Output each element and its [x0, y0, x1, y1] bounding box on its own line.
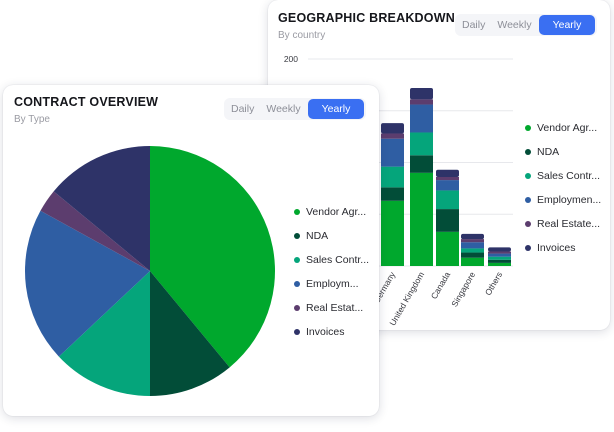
- bar-segment-others-real-estate: [488, 251, 511, 254]
- geo-legend-label: NDA: [537, 146, 560, 158]
- contract-legend-swatch: [294, 209, 300, 215]
- bar-segment-others-nda: [488, 259, 511, 263]
- bar-segment-germany-sales-contr: [381, 166, 404, 188]
- geo-card-subtitle: By country: [278, 30, 326, 41]
- contract-legend-label: Real Estat...: [306, 302, 364, 314]
- contract-legend-item-nda[interactable]: NDA: [294, 224, 369, 248]
- bar-segment-others-sales-contr: [488, 256, 511, 260]
- x-tick-label-others: Others: [483, 270, 504, 297]
- geo-legend-label: Invoices: [537, 242, 576, 254]
- pie-slice-vendor-agr: [150, 146, 275, 368]
- bar-segment-canada-nda: [436, 209, 459, 232]
- contract-legend-label: Invoices: [306, 326, 345, 338]
- contract-legend-item-vendor-agr[interactable]: Vendor Agr...: [294, 200, 369, 224]
- geo-legend-swatch: [525, 149, 531, 155]
- contract-legend-item-employm[interactable]: Employm...: [294, 272, 369, 296]
- geo-legend-item-vendor-agr[interactable]: Vendor Agr...: [525, 116, 601, 140]
- geo-legend-item-invoices[interactable]: Invoices: [525, 236, 601, 260]
- geo-legend-swatch: [525, 197, 531, 203]
- contract-tab-daily[interactable]: Daily: [231, 103, 255, 115]
- bar-segment-others-invoices: [488, 247, 511, 252]
- bar-segment-singapore-employmen: [461, 242, 484, 249]
- bar-segment-singapore-vendor-agr: [461, 257, 484, 266]
- pie-slice-employm: [24, 210, 151, 357]
- geo-legend-item-nda[interactable]: NDA: [525, 140, 601, 164]
- contract-overview-card: CONTRACT OVERVIEW By Type Daily Weekly Y…: [3, 85, 379, 416]
- bar-segment-germany-employmen: [381, 138, 404, 167]
- bar-segment-united-kingdom-vendor-agr: [410, 172, 433, 266]
- geo-legend-label: Employmen...: [537, 194, 602, 206]
- contract-legend-item-sales-contr[interactable]: Sales Contr...: [294, 248, 369, 272]
- bar-segment-germany-nda: [381, 187, 404, 201]
- contract-legend: Vendor Agr... NDA Sales Contr... Employm...…: [294, 200, 369, 344]
- bar-segment-singapore-invoices: [461, 233, 484, 240]
- geo-legend-label: Sales Contr...: [537, 170, 601, 182]
- bar-segment-united-kingdom-nda: [410, 155, 433, 173]
- bar-segment-canada-employmen: [436, 180, 459, 191]
- x-tick-label-canada: Canada: [429, 270, 453, 301]
- bar-segment-singapore-nda: [461, 252, 484, 258]
- pie-slice-real-estat: [40, 191, 150, 271]
- geo-legend-label: Real Estate...: [537, 218, 601, 230]
- pie-slice-invoices: [53, 146, 150, 271]
- bar-segment-germany-invoices: [381, 123, 404, 134]
- bar-segment-canada-invoices: [436, 169, 459, 177]
- y-tick-label: 200: [284, 54, 298, 64]
- contract-card-title: CONTRACT OVERVIEW: [14, 95, 159, 109]
- bar-segment-united-kingdom-real-estate: [410, 99, 433, 105]
- contract-tab-weekly[interactable]: Weekly: [266, 103, 301, 115]
- geo-legend-swatch: [525, 173, 531, 179]
- geo-tab-daily[interactable]: Daily: [462, 19, 486, 31]
- contract-tab-yearly[interactable]: Yearly: [307, 99, 365, 119]
- contract-period-toggle: Daily Weekly Yearly: [224, 98, 367, 120]
- contract-card-subtitle: By Type: [14, 114, 50, 125]
- bar-segment-canada-vendor-agr: [436, 231, 459, 266]
- contract-legend-swatch: [294, 233, 300, 239]
- geo-legend-item-real-estate[interactable]: Real Estate...: [525, 212, 601, 236]
- geo-legend-item-employmen[interactable]: Employmen...: [525, 188, 601, 212]
- geo-tab-weekly[interactable]: Weekly: [497, 19, 532, 31]
- contract-legend-swatch: [294, 305, 300, 311]
- bar-segment-singapore-sales-contr: [461, 248, 484, 253]
- contract-legend-swatch: [294, 281, 300, 287]
- contract-legend-label: Vendor Agr...: [306, 206, 367, 218]
- bar-segment-united-kingdom-employmen: [410, 104, 433, 133]
- geo-card-title: GEOGRAPHIC BREAKDOWN: [278, 11, 455, 25]
- contract-legend-item-invoices[interactable]: Invoices: [294, 320, 369, 344]
- bar-segment-united-kingdom-invoices: [410, 87, 433, 100]
- geo-legend: Vendor Agr... NDA Sales Contr... Employmen.…: [525, 116, 601, 260]
- geo-legend-swatch: [525, 221, 531, 227]
- bar-segment-united-kingdom-sales-contr: [410, 132, 433, 156]
- contract-legend-label: NDA: [306, 230, 329, 242]
- bar-segment-singapore-real-estate: [461, 239, 484, 243]
- geo-legend-label: Vendor Agr...: [537, 122, 598, 134]
- contract-legend-swatch: [294, 257, 300, 263]
- bar-segment-canada-sales-contr: [436, 190, 459, 210]
- geo-period-toggle: Daily Weekly Yearly: [455, 14, 598, 36]
- bar-segment-germany-vendor-agr: [381, 200, 404, 266]
- geo-legend-swatch: [525, 125, 531, 131]
- geo-legend-swatch: [525, 245, 531, 251]
- geo-tab-yearly[interactable]: Yearly: [538, 15, 596, 35]
- bar-segment-canada-real-estate: [436, 176, 459, 181]
- contract-legend-label: Employm...: [306, 278, 359, 290]
- geo-legend-item-sales-contr[interactable]: Sales Contr...: [525, 164, 601, 188]
- x-tick-label-singapore: Singapore: [449, 270, 477, 309]
- contract-legend-swatch: [294, 329, 300, 335]
- pie-slice-sales-contr: [58, 271, 150, 396]
- bar-segment-germany-real-estate: [381, 133, 404, 139]
- contract-pie-chart: [24, 146, 275, 396]
- contract-legend-label: Sales Contr...: [306, 254, 370, 266]
- bar-segment-others-employmen: [488, 253, 511, 257]
- bar-segment-others-vendor-agr: [488, 262, 511, 266]
- pie-slice-nda: [150, 271, 230, 396]
- contract-legend-item-real-estat[interactable]: Real Estat...: [294, 296, 369, 320]
